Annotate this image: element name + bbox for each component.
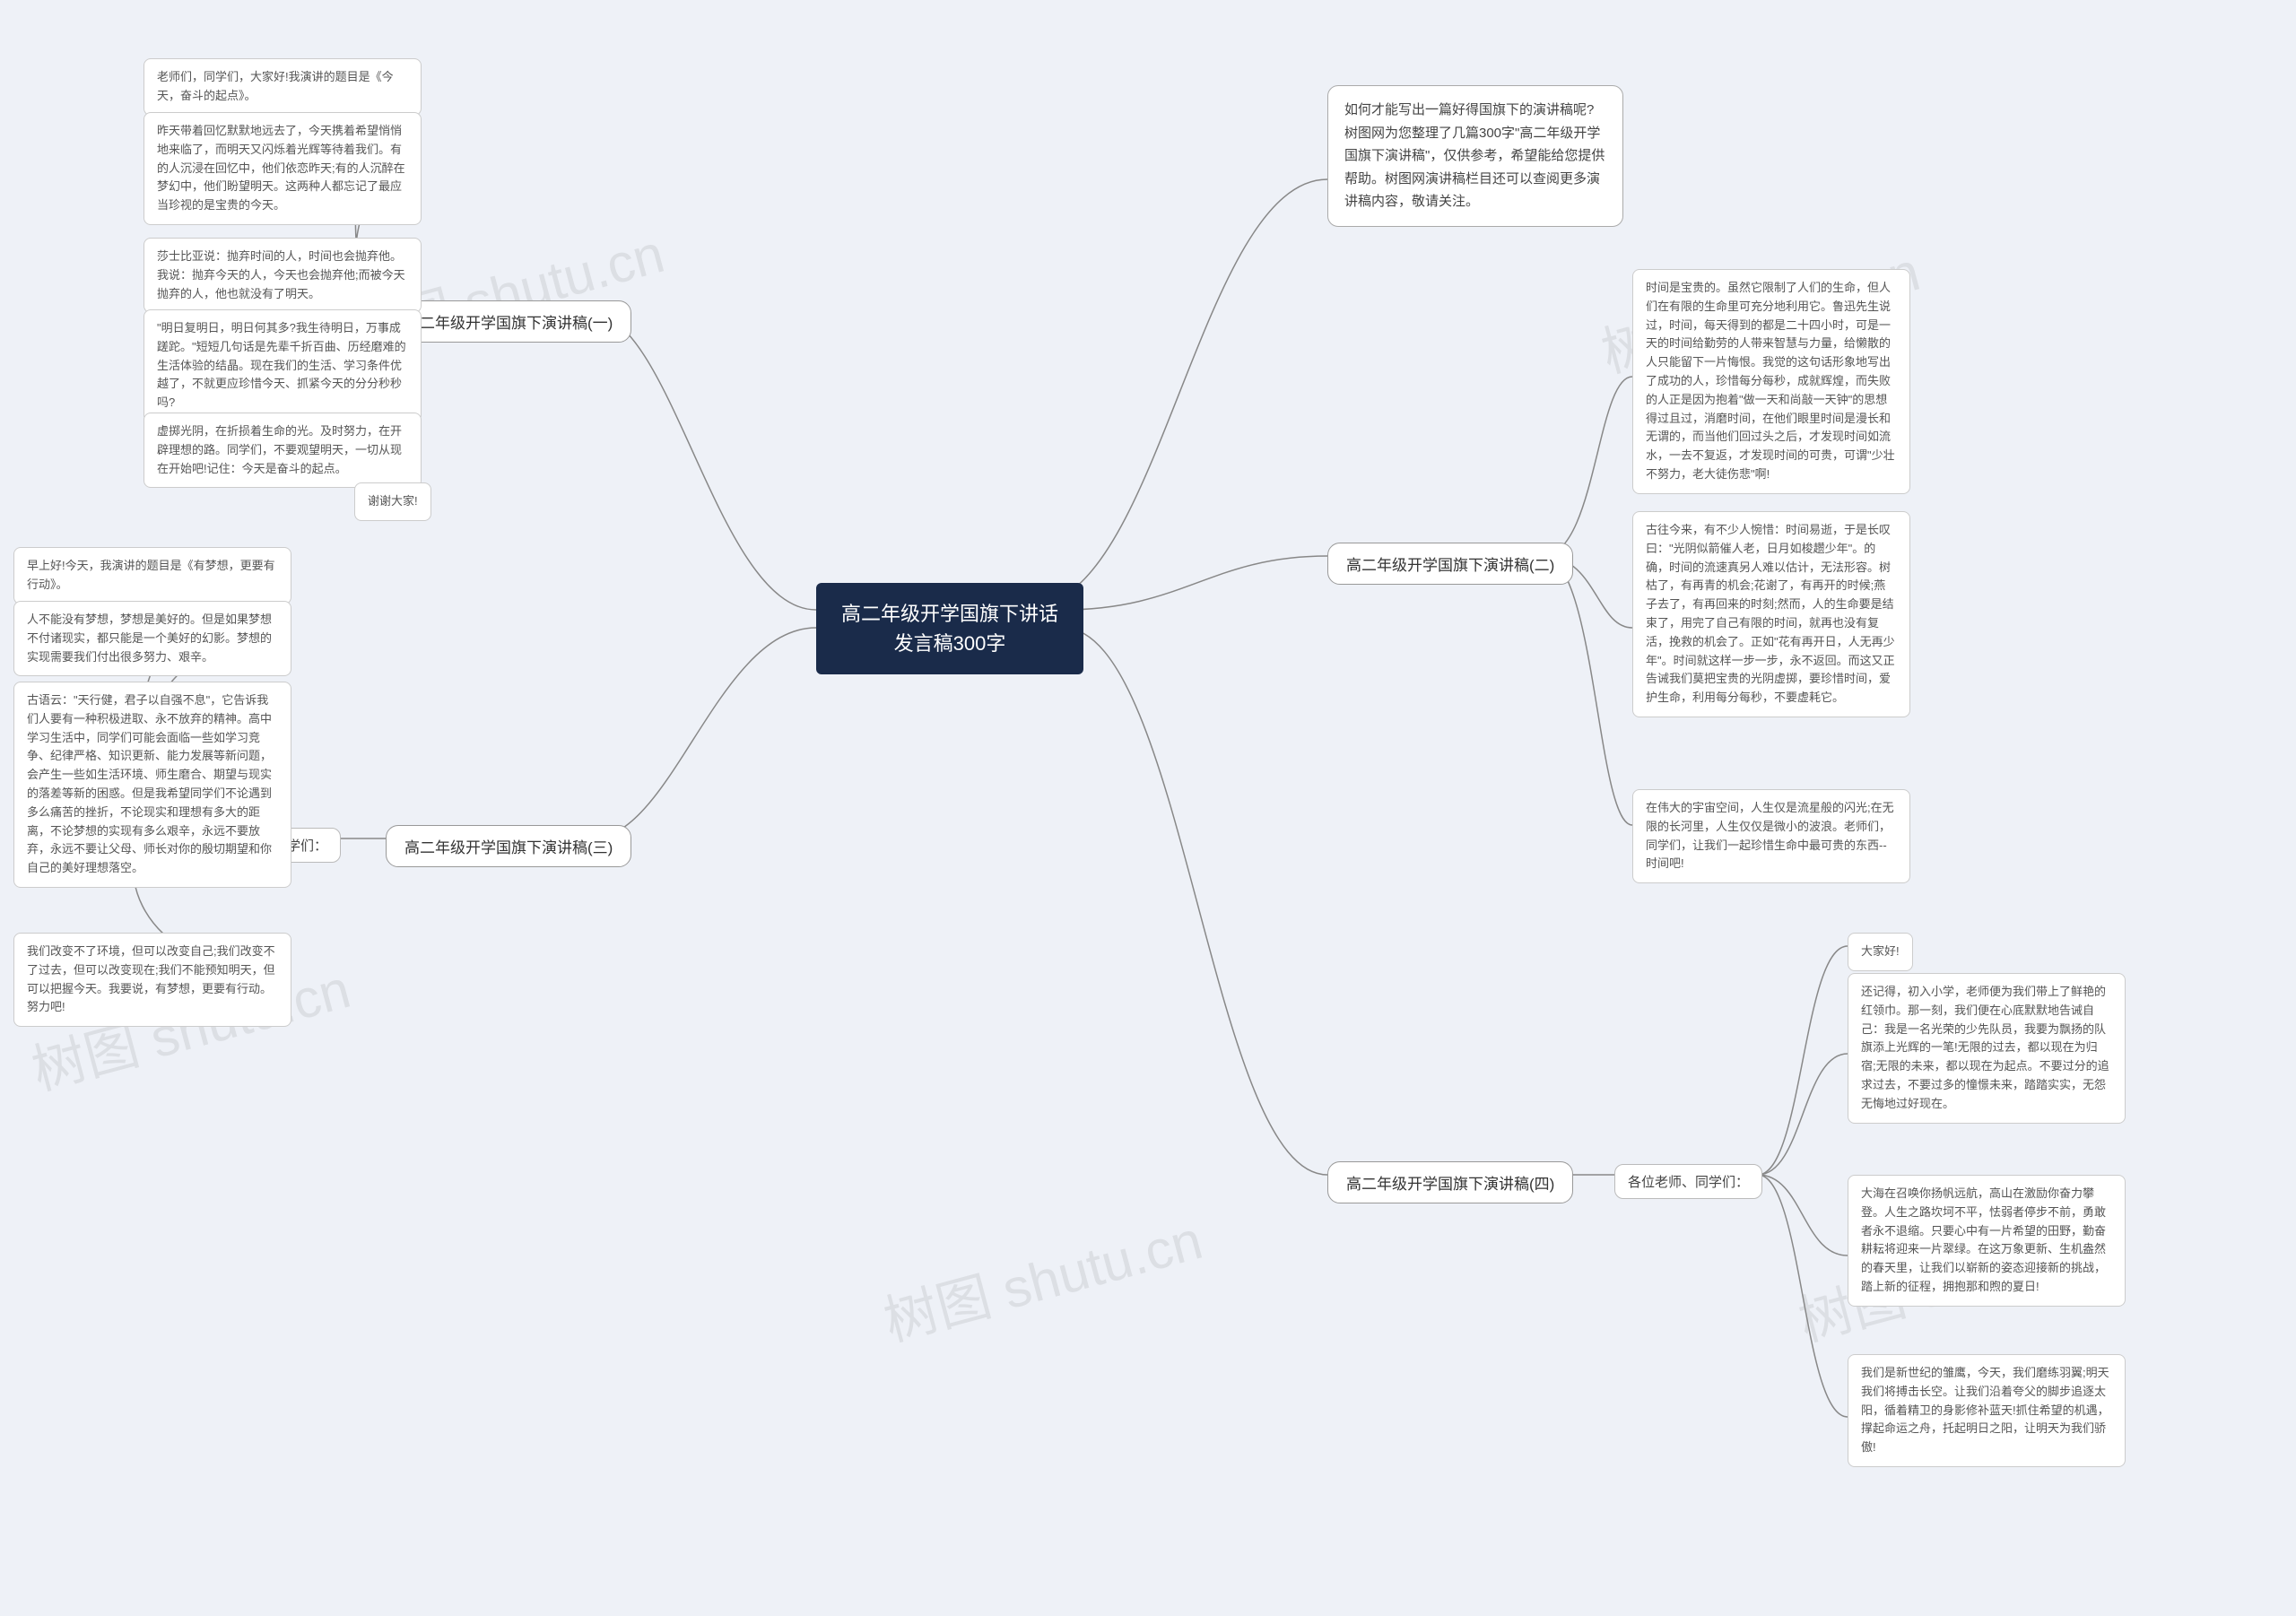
b3-leaf-3: 我们改变不了环境，但可以改变自己;我们改变不了过去，但可以改变现在;我们不能预知… [13, 933, 291, 1027]
b4-leaf-3: 我们是新世纪的雏鹰，今天，我们磨练羽翼;明天我们将搏击长空。让我们沿着夸父的脚步… [1848, 1354, 2126, 1467]
branch-1: 高二年级开学国旗下演讲稿(一) [386, 300, 631, 343]
b1-leaf-2: 莎士比亚说：抛弃时间的人，时间也会抛弃他。我说：抛弃今天的人，今天也会抛弃他;而… [144, 238, 422, 313]
b3-leaf-0: 早上好!今天，我演讲的题目是《有梦想，更要有行动》。 [13, 547, 291, 604]
branch-3: 高二年级开学国旗下演讲稿(三) [386, 825, 631, 867]
b2-leaf-1: 古往今来，有不少人惋惜：时间易逝，于是长叹曰："光阴似箭催人老，日月如梭趱少年"… [1632, 511, 1910, 717]
b1-leaf-4: 虚掷光阴，在折损着生命的光。及时努力，在开辟理想的路。同学们，不要观望明天，一切… [144, 413, 422, 488]
intro-node: 如何才能写出一篇好得国旗下的演讲稿呢?树图网为您整理了几篇300字"高二年级开学… [1327, 85, 1623, 227]
b4-leaf-0: 大家好! [1848, 933, 1913, 971]
b1-leaf-5: 谢谢大家! [354, 482, 431, 521]
b4-leaf-2: 大海在召唤你扬帆远航，高山在激励你奋力攀登。人生之路坎坷不平，怯弱者停步不前，勇… [1848, 1175, 2126, 1307]
b1-leaf-0: 老师们，同学们，大家好!我演讲的题目是《今天，奋斗的起点》。 [144, 58, 422, 116]
root-title: 高二年级开学国旗下讲话发言稿300字 [841, 603, 1058, 655]
b2-leaf-2: 在伟大的宇宙空间，人生仅是流星般的闪光;在无限的长河里，人生仅仅是微小的波浪。老… [1632, 789, 1910, 883]
b4-leaf-1: 还记得，初入小学，老师便为我们带上了鲜艳的红领巾。那一刻，我们便在心底默默地告诫… [1848, 973, 2126, 1124]
b2-leaf-0: 时间是宝贵的。虽然它限制了人们的生命，但人们在有限的生命里可充分地利用它。鲁迅先… [1632, 269, 1910, 494]
b3-leaf-2: 古语云："天行健，君子以自强不息"，它告诉我们人要有一种积极进取、永不放弃的精神… [13, 682, 291, 888]
branch-2: 高二年级开学国旗下演讲稿(二) [1327, 543, 1573, 585]
b4-sub: 各位老师、同学们： [1614, 1164, 1762, 1199]
branch-4: 高二年级开学国旗下演讲稿(四) [1327, 1161, 1573, 1203]
root-node: 高二年级开学国旗下讲话发言稿300字 [816, 583, 1083, 674]
b1-leaf-3: "明日复明日，明日何其多?我生待明日，万事成蹉跎。"短短几句话是先辈千折百曲、历… [144, 309, 422, 422]
watermark: 树图 shutu.cn [874, 1196, 1210, 1356]
b3-leaf-1: 人不能没有梦想，梦想是美好的。但是如果梦想不付诸现实，都只能是一个美好的幻影。梦… [13, 601, 291, 676]
b1-leaf-1: 昨天带着回忆默默地远去了，今天携着希望悄悄地来临了，而明天又闪烁着光辉等待着我们… [144, 112, 422, 225]
